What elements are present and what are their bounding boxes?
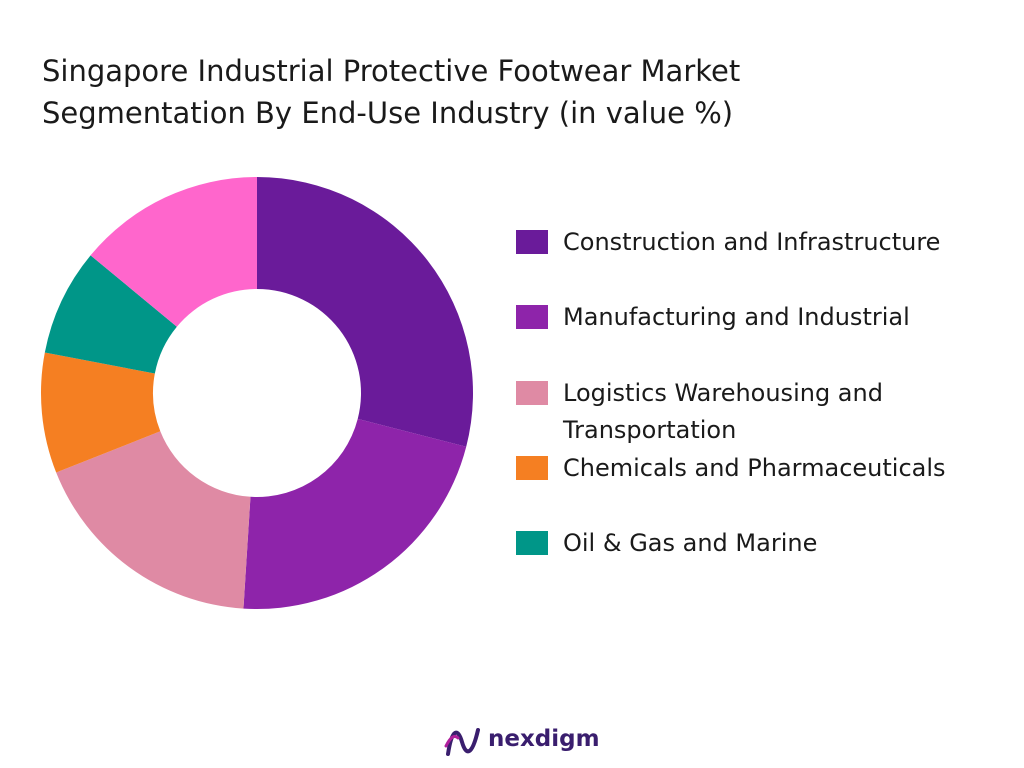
legend-label-1-line-0: Manufacturing and Industrial [563,303,910,331]
nexdigm-logo-icon [444,728,480,756]
legend-label-4: Oil & Gas and Marine [563,525,1013,562]
legend-swatch-4 [516,531,548,555]
legend-label-0: Construction and Infrastructure [563,224,1013,261]
donut-slice-3 [41,352,161,473]
legend-label-3-line-0: Chemicals and Pharmaceuticals [563,454,946,482]
legend-label-3: Chemicals and Pharmaceuticals [563,450,1013,487]
chart-title: Singapore Industrial Protective Footwear… [42,50,942,134]
donut-slice-1 [243,418,467,610]
legend-label-1: Manufacturing and Industrial [563,299,1013,336]
legend-swatch-2 [516,381,548,405]
nexdigm-logo-text: nexdigm [488,726,600,752]
donut-slice-4 [44,255,177,374]
legend-swatch-0 [516,230,548,254]
legend-swatch-3 [516,456,548,480]
legend-label-0-line-0: Construction and Infrastructure [563,228,941,256]
chart-title-line-2: Segmentation By End-Use Industry (in val… [42,96,734,130]
legend-label-2-line-1: Transportation [563,416,737,444]
legend-swatch-1 [516,305,548,329]
legend-label-4-line-0: Oil & Gas and Marine [563,529,818,557]
donut-slice-5 [90,177,257,327]
legend-label-2: Logistics Warehousing and Transportation [563,375,1013,449]
donut-slice-2 [56,431,251,609]
chart-title-line-1: Singapore Industrial Protective Footwear… [42,54,741,88]
donut-slice-0 [257,177,473,447]
legend-label-2-line-0: Logistics Warehousing and [563,379,883,407]
